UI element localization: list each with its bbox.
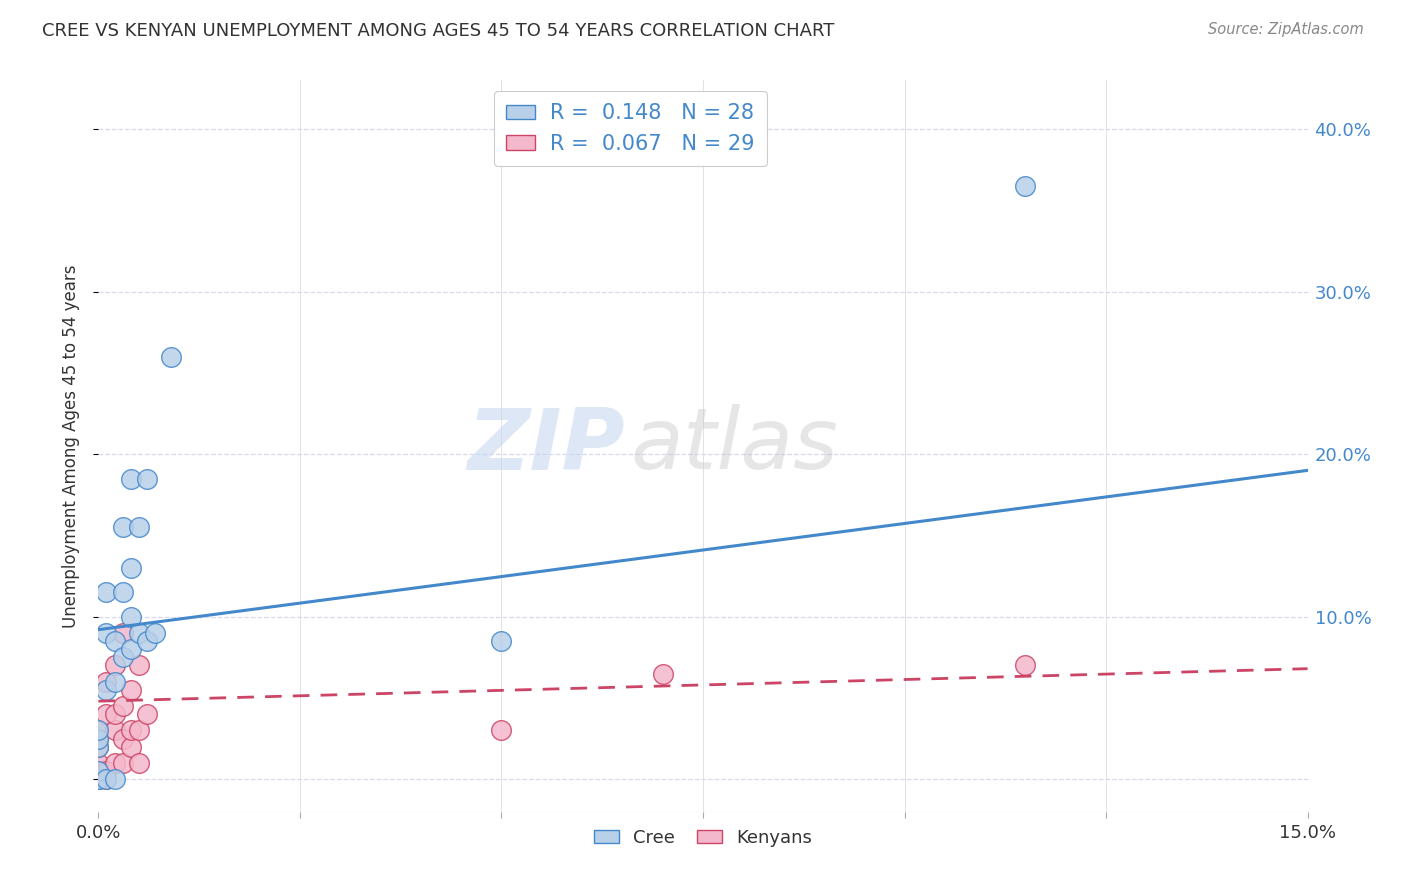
Point [491,723,513,738]
Point [103,658,125,673]
Point [111,626,134,640]
Point [87,772,110,787]
Point [651,666,673,681]
Point [96,764,118,778]
Point [96,682,118,697]
Point [87,731,110,746]
Point [111,520,134,534]
Point [103,634,125,648]
Point [96,585,118,599]
Legend: Cree, Kenyans: Cree, Kenyans [586,822,820,854]
Point [111,585,134,599]
Point [87,764,110,778]
Point [111,756,134,770]
Point [103,756,125,770]
Text: ZIP: ZIP [467,404,624,488]
Point [87,739,110,754]
Point [491,634,513,648]
Point [128,658,150,673]
Point [135,707,157,722]
Point [87,772,110,787]
Point [87,723,110,738]
Text: CREE VS KENYAN UNEMPLOYMENT AMONG AGES 45 TO 54 YEARS CORRELATION CHART: CREE VS KENYAN UNEMPLOYMENT AMONG AGES 4… [42,22,835,40]
Point [87,764,110,778]
Point [87,723,110,738]
Point [160,350,183,364]
Point [103,674,125,689]
Y-axis label: Unemployment Among Ages 45 to 54 years: Unemployment Among Ages 45 to 54 years [62,264,80,628]
Point [120,609,142,624]
Point [87,772,110,787]
Point [111,699,134,714]
Point [128,723,150,738]
Point [120,739,142,754]
Point [96,707,118,722]
Point [135,471,157,485]
Point [96,674,118,689]
Point [103,772,125,787]
Point [111,650,134,665]
Point [111,731,134,746]
Point [128,626,150,640]
Point [143,626,166,640]
Point [128,520,150,534]
Point [1014,178,1036,193]
Point [87,739,110,754]
Point [1014,658,1036,673]
Point [120,642,142,657]
Point [135,634,157,648]
Point [120,561,142,575]
Point [103,723,125,738]
Point [120,471,142,485]
Point [87,772,110,787]
Point [120,682,142,697]
Point [96,772,118,787]
Point [96,626,118,640]
Point [103,707,125,722]
Point [87,731,110,746]
Point [120,723,142,738]
Point [87,756,110,770]
Point [128,756,150,770]
Point [96,772,118,787]
Text: Source: ZipAtlas.com: Source: ZipAtlas.com [1208,22,1364,37]
Text: atlas: atlas [630,404,838,488]
